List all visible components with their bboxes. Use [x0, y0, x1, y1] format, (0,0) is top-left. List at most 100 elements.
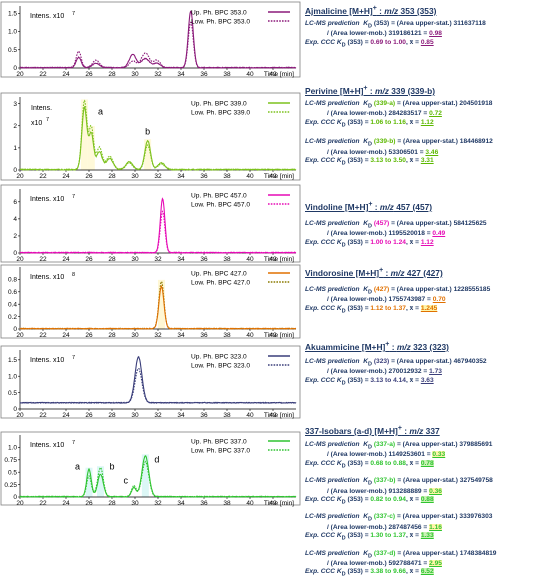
perivine-info: Perivine [M+H]+ : m/z 339 (339-b) LC-MS … [305, 84, 548, 167]
peak-label: b [109, 462, 114, 472]
akuammicine-lcms-row: LC-MS prediction KD (323) = (Area upper-… [305, 357, 487, 368]
x-tick-label: 42 [269, 332, 277, 339]
x-tick-label: 38 [223, 71, 231, 78]
isobar-ratio-value: 0.36 [429, 487, 442, 495]
akuammicine-info: Akuammicine [M+H]+ : m/z 323 (323) LC-MS… [305, 340, 548, 387]
x-tick-label: 28 [108, 412, 116, 419]
isobar-lcms-row: LC-MS prediction KD (337-a) = (Area uppe… [305, 440, 493, 451]
x-tick-label: 28 [108, 332, 116, 339]
x-tick-label: 40 [246, 256, 254, 263]
peak-highlight [157, 279, 165, 329]
x-tick-label: 32 [154, 412, 162, 419]
perivine-a-ratio-row: / (Area lower-mob.) 284283517 = 0.72 [327, 110, 442, 118]
isobar-id: (337-d) [373, 549, 396, 557]
ajmalicine-ratio-row: / (Area lower-mob.) 319186121 = 0.98 [327, 30, 442, 38]
x-tick-label: 20 [16, 332, 24, 339]
y-tick-label: 0.4 [8, 301, 17, 308]
ajmalicine-ccc-row: Exp. CCC KD (353) = 0.69 to 1.00, x̄ = 0… [305, 38, 434, 48]
vindoline-ccc-row: Exp. CCC KD (353) = 1.00 to 1.24, x̄ = 1… [305, 238, 434, 248]
legend-entry: Low. Ph. BPC 337.0 [191, 447, 250, 454]
x-tick-label: 38 [223, 173, 231, 180]
x-tick-label: 42 [269, 412, 277, 419]
x-tick-label: 20 [16, 412, 24, 419]
y-tick-label: 1.0 [8, 373, 17, 380]
perivine-a-lcms-row: LC-MS prediction KD (339-a) = (Area uppe… [305, 99, 493, 110]
x-tick-label: 32 [154, 332, 162, 339]
intensity-label: Intens. x10 [30, 13, 64, 20]
perivine-b-lcms-row: LC-MS prediction KD (339-b) = (Area uppe… [305, 138, 493, 148]
peak-highlight [85, 467, 93, 497]
intensity-exponent: 8 [72, 272, 75, 278]
y-tick-label: 0.2 [8, 314, 17, 321]
isobar-ratio-value: 1.16 [429, 523, 442, 531]
y-tick-label: 0.25 [4, 482, 17, 489]
y-tick-label: 4 [13, 216, 17, 223]
y-tick-label: 0.5 [8, 390, 17, 397]
x-tick-label: 40 [246, 71, 254, 78]
vindorosine-title: Vindorosine [M+H]+ : m/z 427 (427) [305, 267, 443, 278]
legend-entry: Up. Ph. BPC 457.0 [191, 192, 247, 199]
x-axis-label: Time [min] [264, 500, 294, 507]
x-tick-label: 20 [16, 71, 24, 78]
isobar-id: (337-b) [373, 477, 396, 485]
isobar-id: (337-a) [373, 440, 396, 448]
x-tick-label: 34 [177, 412, 185, 419]
x-tick-label: 20 [16, 173, 24, 180]
x-tick-label: 36 [200, 412, 208, 419]
x-tick-label: 24 [62, 71, 70, 78]
x-tick-label: 24 [62, 173, 70, 180]
intensity-exponent: 7 [72, 440, 75, 446]
perivine-a-ccc-row: Exp. CCC KD (353) = 1.06 to 1.16, x̄ = 1… [305, 118, 434, 128]
x-tick-label: 38 [223, 412, 231, 419]
isobar-range: 0.68 to 0.88 [370, 459, 406, 467]
x-tick-label: 40 [246, 412, 254, 419]
x-tick-label: 24 [62, 500, 70, 507]
panel-frame [0, 431, 301, 506]
x-tick-label: 24 [62, 332, 70, 339]
x-tick-label: 26 [85, 71, 93, 78]
legend-entry: Up. Ph. BPC 427.0 [191, 270, 247, 277]
peak-label: b [145, 127, 150, 137]
y-tick-label: 0 [13, 494, 17, 501]
vindoline-title: Vindoline [M+H]+ : m/z 457 (457) [305, 201, 433, 212]
intensity-label: Intens. x10 [30, 274, 64, 281]
isobar-mean: 1.33 [420, 531, 434, 539]
vindorosine-ratio-row: / (Area lower-mob.) 1755743987 = 0.70 [327, 296, 446, 304]
x-tick-label: 28 [108, 256, 116, 263]
ajmalicine-lcms-row: LC-MS prediction KD (353) = (Area upper-… [305, 19, 486, 30]
intensity-scale: x10 [31, 120, 42, 127]
upper-phase-trace [19, 355, 297, 404]
x-tick-label: 42 [269, 71, 277, 78]
x-tick-label: 26 [85, 332, 93, 339]
y-tick-label: 0.5 [8, 469, 17, 476]
ajmalicine-info: Ajmalicine [M+H]+ : m/z 353 (353) LC-MS … [305, 4, 548, 49]
x-tick-label: 34 [177, 500, 185, 507]
x-tick-label: 42 [269, 173, 277, 180]
intensity-label: Intens. x10 [30, 196, 64, 203]
x-tick-label: 26 [85, 173, 93, 180]
x-tick-label: 38 [223, 500, 231, 507]
peak-highlight [87, 125, 95, 170]
upper-phase-trace [19, 455, 297, 498]
panel-frame [0, 264, 301, 339]
peak-label: a [98, 107, 103, 117]
akuammicine-ratio-row: / (Area lower-mob.) 270012932 = 1.73 [327, 368, 442, 376]
isobar-ratio-value: 0.33 [432, 451, 446, 459]
x-tick-label: 38 [223, 256, 231, 263]
y-tick-label: 0 [13, 167, 17, 174]
y-tick-label: 1 [13, 145, 17, 152]
x-tick-label: 32 [154, 500, 162, 507]
x-tick-label: 22 [39, 71, 47, 78]
legend-entry: Low. Ph. BPC 339.0 [191, 109, 250, 116]
legend-entry: Up. Ph. BPC 323.0 [191, 353, 247, 360]
y-tick-label: 0 [13, 65, 17, 72]
x-tick-label: 36 [200, 332, 208, 339]
isobar-ccc-row: Exp. CCC KD (353) = 3.38 to 9.66, x̄ = 6… [305, 568, 434, 578]
panel-frame [0, 345, 301, 419]
x-tick-label: 24 [62, 412, 70, 419]
isobar-mean: 0.78 [420, 459, 434, 467]
